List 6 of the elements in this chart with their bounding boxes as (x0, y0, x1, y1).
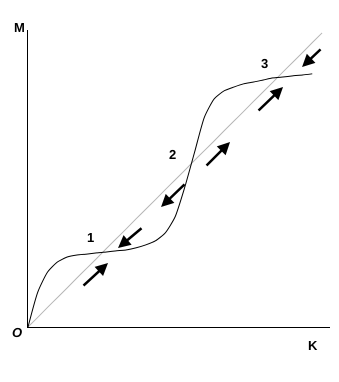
y-axis-title: M (14, 20, 25, 35)
annotation: 3 (261, 56, 268, 71)
text: O (12, 325, 22, 340)
annotation: 1 (87, 230, 94, 245)
annotation: 2 (169, 147, 176, 162)
x-axis-title: K (308, 338, 318, 353)
